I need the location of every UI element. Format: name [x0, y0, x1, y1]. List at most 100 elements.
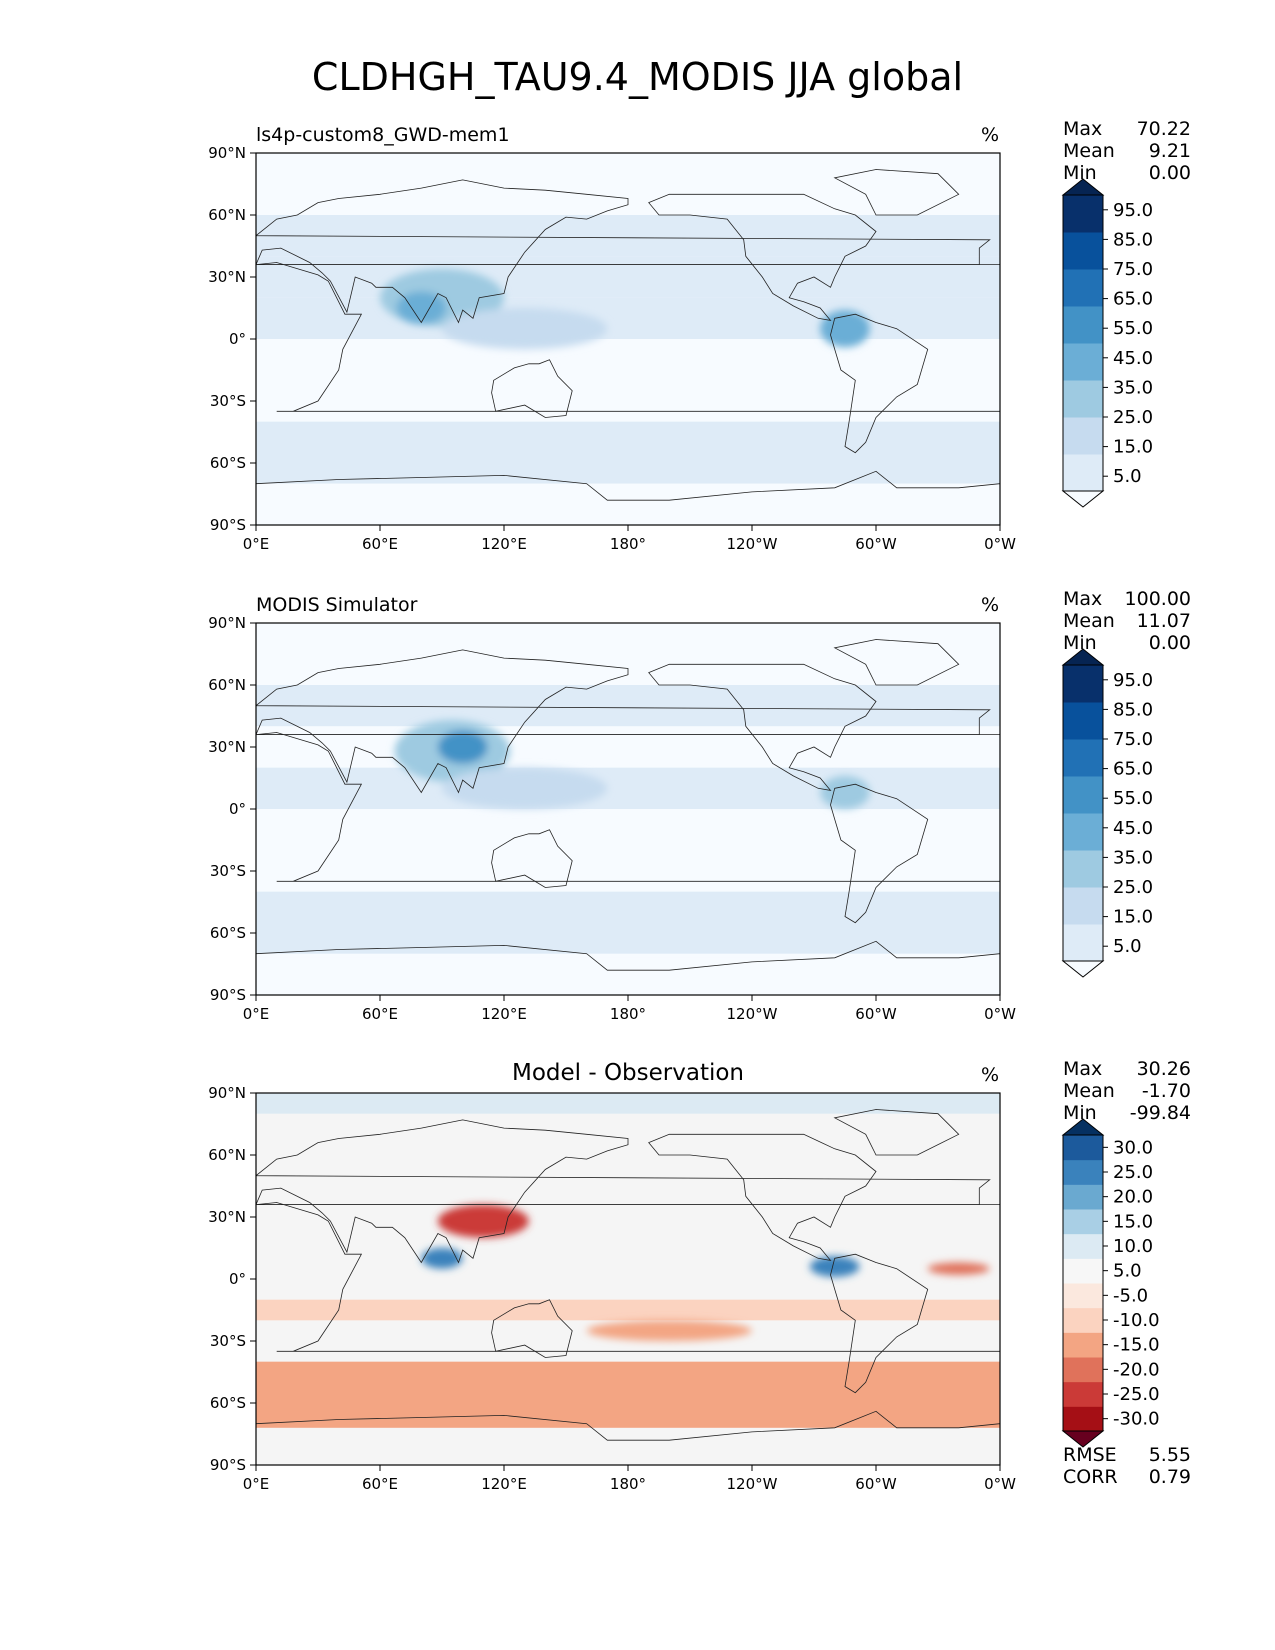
panel-3-units: %	[981, 1064, 1000, 1086]
colorbar-tick-label: 55.0	[1113, 788, 1153, 809]
colorbar-swatch	[1063, 1233, 1103, 1259]
anomaly-blob-2	[820, 775, 870, 809]
coastline-1	[256, 649, 991, 794]
stat-max: Max 30.26	[1063, 1058, 1191, 1080]
lat-band-6	[256, 891, 1000, 954]
colorbar-swatch	[1063, 1159, 1103, 1185]
x-tick-label: 60°W	[855, 535, 897, 553]
colorbar-frame	[1062, 194, 1104, 492]
anomaly-blob-1	[396, 291, 447, 325]
coastline-2	[648, 1133, 877, 1261]
colorbar-swatch	[1063, 195, 1103, 233]
colorbar-swatch	[1063, 1258, 1103, 1284]
y-tick-label: 30°N	[208, 268, 246, 286]
x-tick-label: 120°W	[727, 535, 778, 553]
y-tick-label: 90°S	[210, 516, 246, 534]
lat-band-2	[256, 256, 1000, 298]
x-tick-label: 0°W	[984, 1005, 1016, 1023]
lat-band-5	[256, 840, 1000, 892]
panel-1-stats: Max 70.22 Mean 9.21 Min 0.00	[1063, 118, 1191, 184]
coastline-4	[491, 829, 573, 888]
x-tick-label: 60°W	[855, 1475, 897, 1493]
colorbar-extend-max	[1061, 178, 1105, 196]
x-tick-label: 0°W	[984, 535, 1016, 553]
coastlines	[256, 1109, 1000, 1465]
coastline-1	[256, 179, 991, 324]
x-tick-label: 60°E	[362, 1005, 398, 1023]
stat-min: Min 0.00	[1063, 162, 1191, 184]
panel-2-stats: Max 100.00 Mean 11.07 Min 0.00	[1063, 588, 1191, 654]
stat-mean: Mean 11.07	[1063, 610, 1191, 632]
anomaly-blob-3	[442, 308, 608, 350]
colorbar-swatch	[1063, 1406, 1103, 1432]
coastline-6	[256, 470, 1000, 525]
colorbar-3: -30.0 -25.0 -20.0 -15.0 -10.0 -5.0 5.0 10.0 15.0…	[1061, 1118, 1160, 1448]
y-tick-label: 30°N	[208, 738, 246, 756]
colorbar-tick-label: 15.0	[1113, 437, 1153, 458]
coastline-4	[491, 359, 573, 418]
lat-band-5	[256, 370, 1000, 422]
colorbar-tick-label: 5.0	[1113, 1261, 1142, 1282]
coastline-2	[648, 193, 877, 321]
lat-band-0	[256, 1093, 1000, 1114]
y-tick-label: 60°S	[210, 1394, 246, 1412]
colorbar-tick-label: 75.0	[1113, 259, 1153, 280]
stat-max: Max 70.22	[1063, 118, 1191, 140]
colorbar-extend-min	[1061, 960, 1105, 978]
colorbar-swatch	[1063, 380, 1103, 418]
coastline-6	[256, 940, 1000, 995]
coastline-0	[256, 262, 1000, 412]
y-tick-label: 60°N	[208, 1146, 246, 1164]
coastline-1	[256, 1119, 991, 1264]
colorbar-tick-label: -15.0	[1113, 1335, 1160, 1356]
y-tick-label: 60°N	[208, 676, 246, 694]
lat-band-3	[256, 767, 1000, 809]
x-tick-label: 180°	[610, 1005, 646, 1023]
anomaly-blob-4	[586, 1320, 752, 1341]
blob-group	[394, 720, 870, 809]
y-tick-label: 30°S	[210, 862, 246, 880]
x-tick-label: 60°W	[855, 1005, 897, 1023]
panel-2-units: %	[981, 594, 1000, 616]
colorbar-tick-label: -30.0	[1113, 1409, 1160, 1430]
colorbar-1: 5.0 15.0 25.0 35.0 45.0 55.0 65.0 75.0 85.0 95.0	[1061, 178, 1153, 508]
x-tick-label: 120°E	[481, 535, 527, 553]
colorbar-tick-label: 20.0	[1113, 1187, 1153, 1208]
colorbar-frame	[1062, 1134, 1104, 1432]
colorbar-tick-label: 95.0	[1113, 670, 1153, 691]
colorbar-swatch	[1063, 1209, 1103, 1235]
colorbar-swatch	[1063, 1332, 1103, 1358]
colorbar-tick-label: 30.0	[1113, 1137, 1153, 1158]
colorbar-swatch	[1063, 232, 1103, 270]
y-tick-label: 60°S	[210, 924, 246, 942]
colorbar-swatch	[1063, 1357, 1103, 1383]
colorbar-swatch	[1063, 776, 1103, 814]
colorbar-tick-label: -5.0	[1113, 1285, 1148, 1306]
colorbar-swatch	[1063, 702, 1103, 740]
colorbar-swatch	[1063, 924, 1103, 962]
anomaly-blob-2	[820, 310, 870, 348]
blob-group	[380, 268, 870, 350]
colorbar-tick-label: 35.0	[1113, 847, 1153, 868]
y-tick-label: 30°S	[210, 392, 246, 410]
stat-min: Min 0.00	[1063, 632, 1191, 654]
stat-min: Min -99.84	[1063, 1102, 1191, 1124]
colorbar-extend-max	[1061, 1118, 1105, 1136]
colorbar-swatch	[1063, 665, 1103, 703]
colorbar-2: 5.0 15.0 25.0 35.0 45.0 55.0 65.0 75.0 85.0 95.0	[1061, 648, 1153, 978]
colorbar-swatch	[1063, 887, 1103, 925]
colorbar-tick-label: 25.0	[1113, 877, 1153, 898]
data-field	[256, 1093, 1000, 1465]
y-tick-label: 90°N	[208, 144, 246, 162]
colorbar-tick-label: 35.0	[1113, 377, 1153, 398]
x-tick-label: 180°	[610, 535, 646, 553]
lat-band-0	[256, 153, 1000, 215]
colorbar-tick-label: -25.0	[1113, 1384, 1160, 1405]
stat-mean: Mean 9.21	[1063, 140, 1191, 162]
colorbar-swatch	[1063, 417, 1103, 455]
colorbar-tick-label: 75.0	[1113, 729, 1153, 750]
x-tick-label: 120°W	[727, 1005, 778, 1023]
lat-band-0	[256, 623, 1000, 685]
colorbar-swatch	[1063, 1283, 1103, 1309]
coastline-4	[491, 1299, 573, 1358]
